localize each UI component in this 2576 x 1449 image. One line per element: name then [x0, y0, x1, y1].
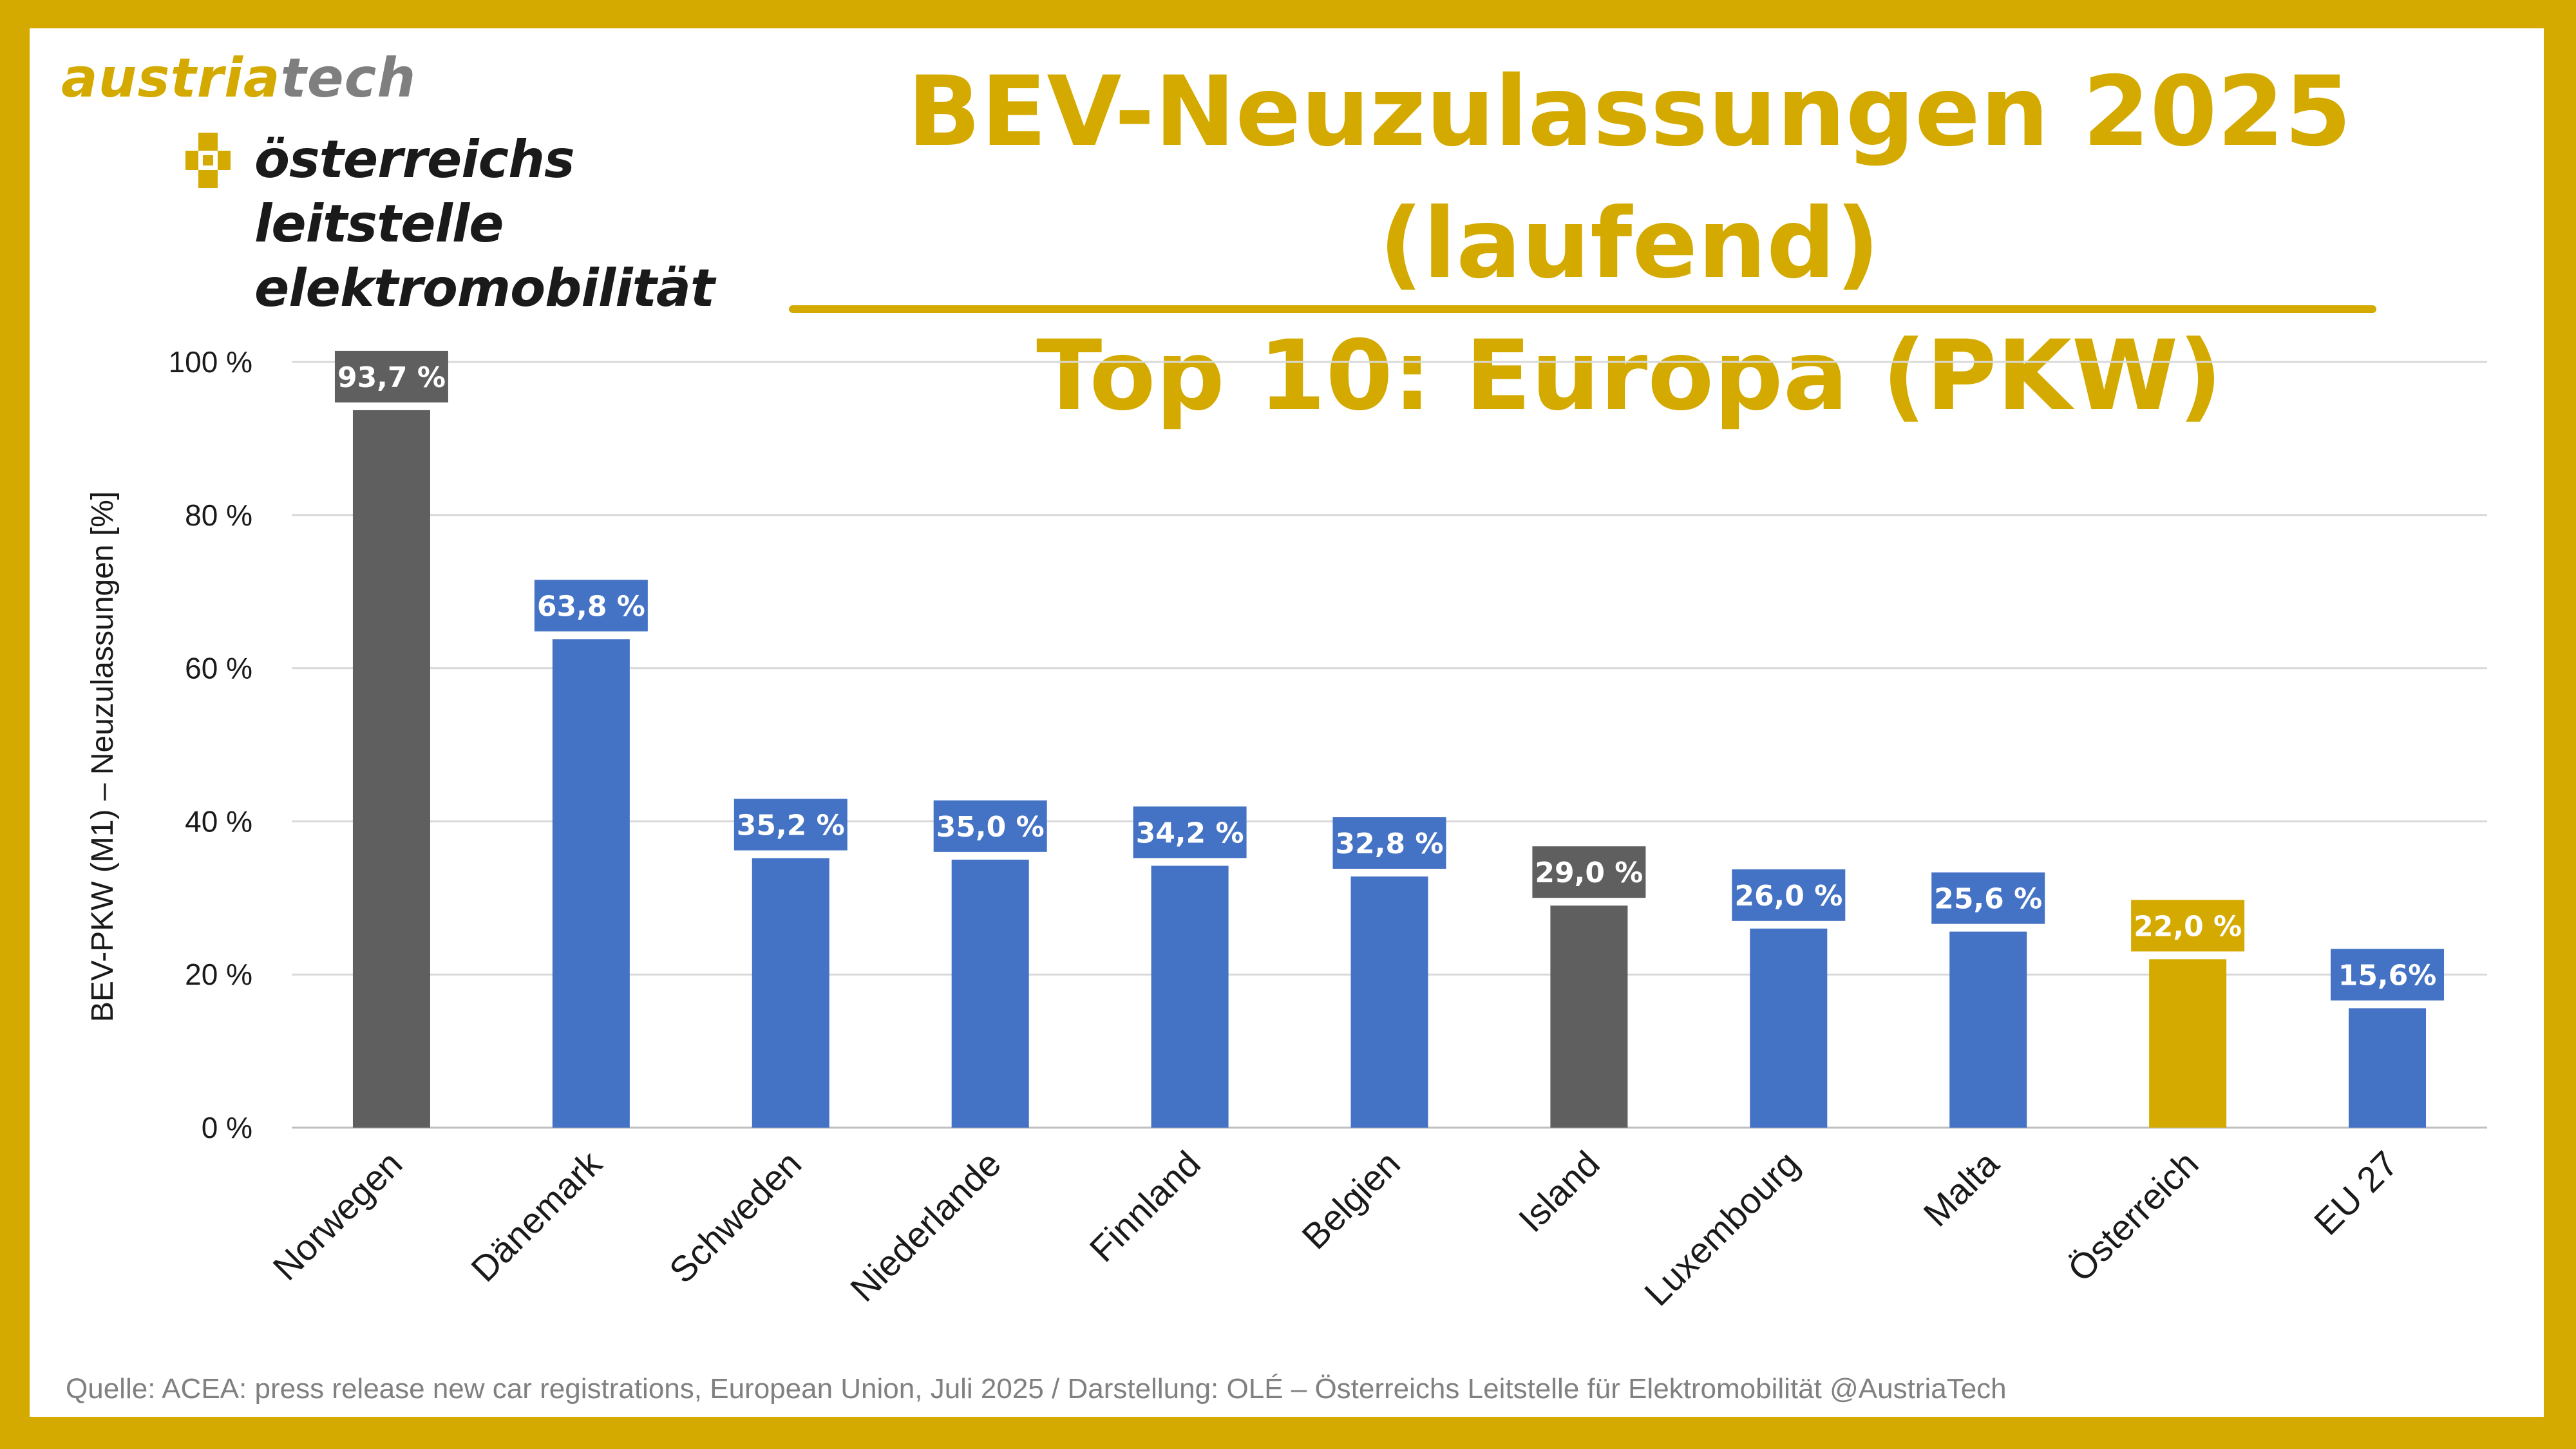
- data-label: 35,2 %: [737, 809, 845, 842]
- data-label: 93,7 %: [337, 361, 446, 394]
- data-label: 32,8 %: [1336, 828, 1444, 860]
- category-label: Malta: [1915, 1142, 2007, 1234]
- data-label-box: [1133, 806, 1247, 858]
- plus-logo-icon: [185, 133, 231, 188]
- data-label-box: [1931, 872, 2045, 924]
- frame-bottom: [0, 1417, 2576, 1449]
- data-label: 63,8 %: [537, 590, 645, 623]
- y-tick-label: 60 %: [185, 652, 252, 685]
- logo-line-3: elektromobilität: [254, 258, 715, 318]
- data-label-box: [1532, 846, 1646, 898]
- category-label: Island: [1511, 1143, 1607, 1240]
- y-tick-label: 40 %: [185, 804, 252, 838]
- bar: [752, 858, 829, 1128]
- logo-line-1: österreichs: [254, 129, 575, 189]
- title-underline: [789, 305, 2376, 313]
- category-label: EU 27: [2306, 1143, 2406, 1243]
- bar: [552, 639, 630, 1128]
- data-label-box: [334, 350, 448, 402]
- category-label: Schweden: [661, 1143, 809, 1291]
- y-tick-label: 80 %: [185, 498, 252, 532]
- bar: [2149, 959, 2227, 1128]
- y-tick-label: 20 %: [185, 958, 252, 991]
- data-label-box: [933, 800, 1047, 852]
- category-label: Luxembourg: [1636, 1143, 1807, 1314]
- data-label: 34,2 %: [1136, 817, 1244, 849]
- data-label: 35,0 %: [936, 811, 1045, 844]
- page-title: BEV-Neuzulassungen 2025 (laufend) Top 10…: [696, 46, 2563, 442]
- bar: [951, 859, 1029, 1128]
- brand-part2: tech: [280, 46, 417, 109]
- y-tick-label: 100 %: [169, 345, 252, 379]
- bar: [352, 410, 430, 1128]
- bar: [1949, 931, 2027, 1128]
- category-label: Finnland: [1082, 1143, 1208, 1269]
- category-label: Dänemark: [463, 1142, 610, 1289]
- data-label: 29,0 %: [1535, 857, 1643, 889]
- data-label-box: [1732, 869, 1846, 921]
- title-line-2: Top 10: Europa (PKW): [1036, 320, 2222, 432]
- frame-right: [2544, 0, 2576, 1449]
- data-label-box: [2331, 949, 2445, 1001]
- category-label: Niederlande: [842, 1143, 1009, 1309]
- category-label: Österreich: [2060, 1143, 2206, 1289]
- austriatech-logo: austriatech: [61, 46, 416, 109]
- y-tick-label: 0 %: [202, 1111, 252, 1144]
- bar: [1151, 866, 1229, 1128]
- leitstelle-logo-text: österreichs leitstelle elektromobilität: [254, 128, 715, 321]
- data-label-box: [734, 799, 848, 851]
- bar: [1750, 928, 1828, 1128]
- data-label-box: [1332, 817, 1446, 869]
- data-label: 15,6%: [2338, 960, 2437, 992]
- data-label-box: [534, 580, 648, 632]
- brand-part1: austria: [61, 46, 281, 109]
- frame-top: [0, 0, 2576, 28]
- bar: [1350, 876, 1428, 1128]
- bar: [2349, 1008, 2427, 1128]
- data-label: 26,0 %: [1734, 880, 1842, 913]
- source-note: Quelle: ACEA: press release new car regi…: [66, 1373, 2007, 1405]
- category-label: Norwegen: [265, 1143, 410, 1288]
- category-label: Belgien: [1294, 1143, 1408, 1257]
- title-line-1: BEV-Neuzulassungen 2025 (laufend): [907, 56, 2352, 300]
- bar: [1550, 905, 1628, 1128]
- data-label: 25,6 %: [1934, 883, 2042, 916]
- data-label: 22,0 %: [2134, 910, 2242, 943]
- logo-line-2: leitstelle: [254, 194, 504, 254]
- frame-left: [0, 0, 30, 1449]
- data-label-box: [2131, 900, 2245, 952]
